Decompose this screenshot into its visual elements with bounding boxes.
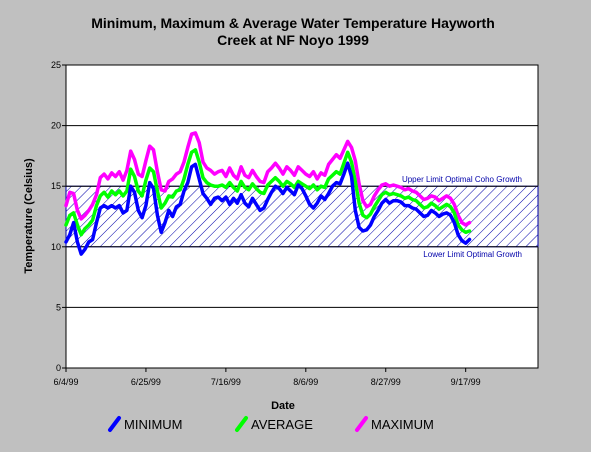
- chart-title-line2: Creek at NF Noyo 1999: [217, 32, 369, 48]
- series-line-average: [64, 148, 472, 237]
- x-tick-label-4: 8/27/99: [371, 377, 401, 387]
- x-tick-label-2: 7/16/99: [211, 377, 241, 387]
- chart-title-line1: Minimum, Maximum & Average Water Tempera…: [91, 15, 495, 31]
- y-tick-label-25: 25: [51, 60, 61, 70]
- series-line-minimum: [64, 161, 472, 256]
- legend-label-maximum: MAXIMUM: [371, 417, 434, 432]
- x-axis-ticks: 6/4/99 6/25/99 7/16/99 8/6/99 8/27/99 9/17/99: [53, 368, 481, 387]
- x-axis-title: Date: [271, 400, 295, 412]
- x-tick-label-3: 8/6/99: [293, 377, 318, 387]
- y-tick-label-15: 15: [51, 181, 61, 191]
- y-axis-title: Temperature (Celsius): [23, 158, 35, 274]
- legend: MINIMUM AVERAGE MAXIMUM: [108, 416, 434, 432]
- legend-label-minimum: MINIMUM: [124, 417, 183, 432]
- legend-swatch-average: [235, 416, 248, 432]
- legend-swatch-minimum: [108, 416, 121, 432]
- x-tick-label-0: 6/4/99: [53, 377, 78, 387]
- legend-label-average: AVERAGE: [251, 417, 313, 432]
- upper-limit-label: Upper Limit Optimal Coho Growth: [402, 175, 522, 184]
- y-axis-ticks: 0 5 10 15 20 25: [51, 60, 66, 373]
- legend-swatch-maximum: [355, 416, 368, 432]
- series-lines: [64, 131, 472, 256]
- series-line-maximum: [64, 131, 472, 227]
- x-tick-label-1: 6/25/99: [131, 377, 161, 387]
- y-tick-label-5: 5: [56, 302, 61, 312]
- band-labels: Upper Limit Optimal Coho Growth Lower Li…: [402, 175, 522, 259]
- y-tick-label-20: 20: [51, 121, 61, 131]
- y-tick-label-10: 10: [51, 242, 61, 252]
- x-tick-label-5: 9/17/99: [451, 377, 481, 387]
- lower-limit-label: Lower Limit Optimal Growth: [423, 250, 522, 259]
- y-tick-label-0: 0: [56, 363, 61, 373]
